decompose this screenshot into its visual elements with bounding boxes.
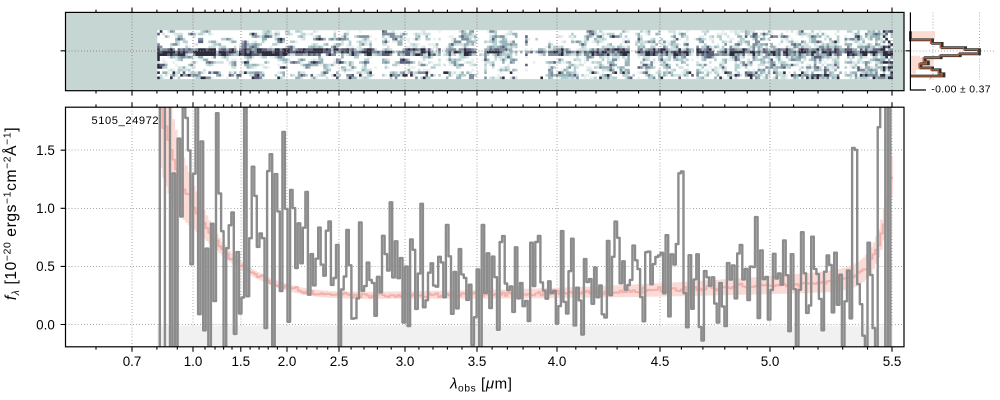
svg-text:0.0: 0.0 [36,317,55,332]
svg-text:2.5: 2.5 [330,354,349,369]
svg-text:3.0: 3.0 [396,354,415,369]
svg-text:-0.00 ± 0.37: -0.00 ± 0.37 [931,84,991,95]
svg-text:fλ [10−20 ergs−1cm−2Å−1]: fλ [10−20 ergs−1cm−2Å−1] [1,127,22,300]
svg-text:1.5: 1.5 [231,354,250,369]
svg-text:2.0: 2.0 [278,354,297,369]
svg-text:5.5: 5.5 [883,354,902,369]
svg-text:λobs [μm]: λobs [μm] [449,375,512,394]
svg-text:5.0: 5.0 [761,354,780,369]
svg-text:0.5: 0.5 [36,259,55,274]
svg-text:1.0: 1.0 [184,354,203,369]
svg-text:0.7: 0.7 [123,354,142,369]
svg-text:4.0: 4.0 [548,354,567,369]
svg-text:1.0: 1.0 [36,201,55,216]
svg-text:1.5: 1.5 [36,143,55,158]
svg-text:5105_24972: 5105_24972 [92,115,160,127]
svg-text:4.5: 4.5 [651,354,670,369]
svg-text:3.5: 3.5 [468,354,487,369]
